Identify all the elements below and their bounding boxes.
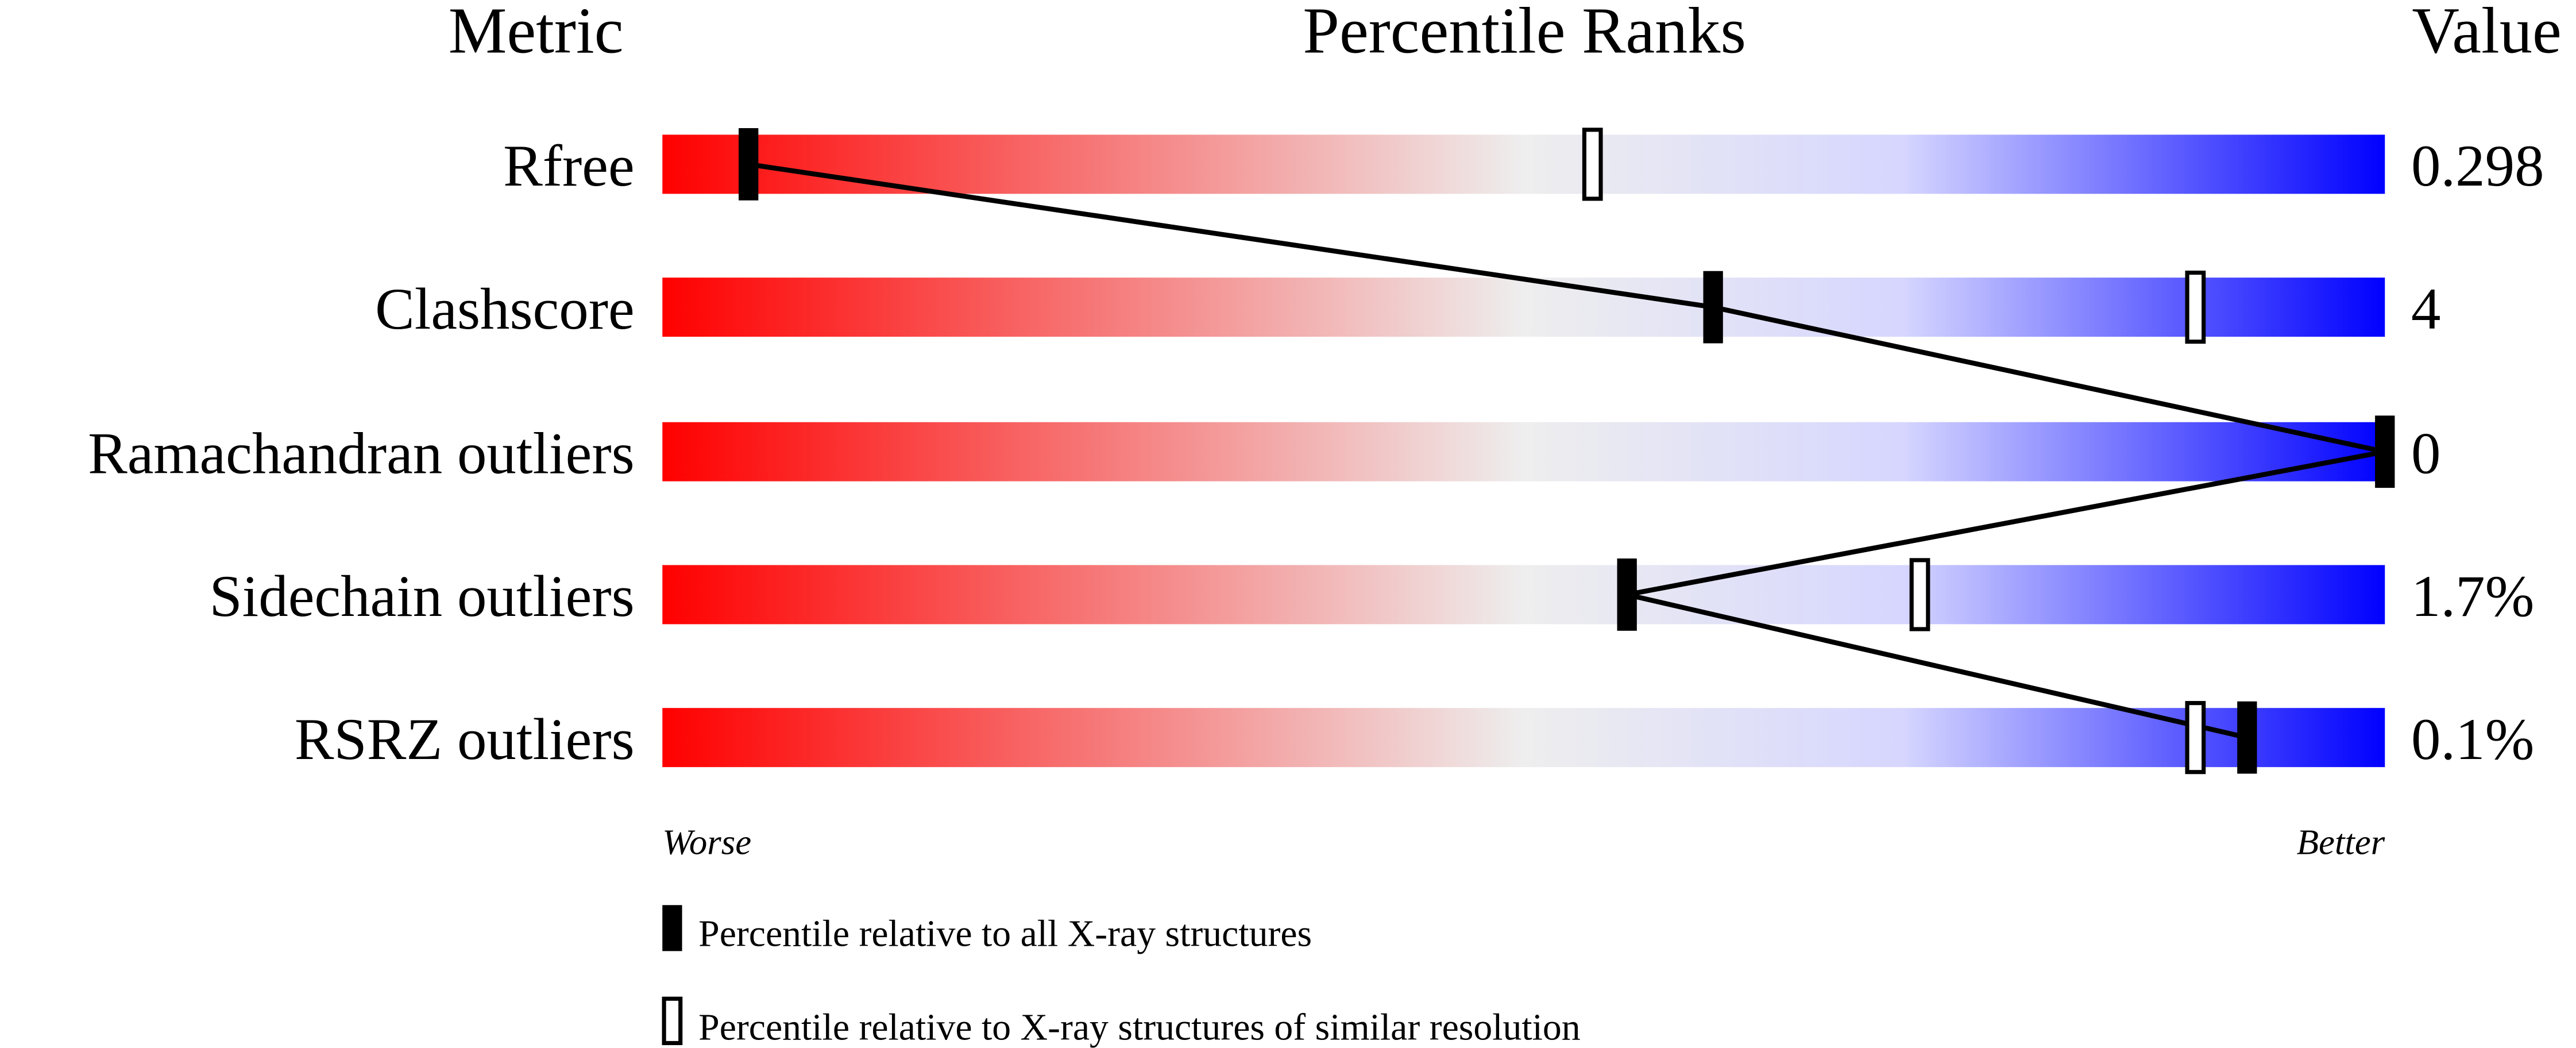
all-structures-percentile-marker	[2375, 415, 2395, 488]
header-value: Value	[2412, 0, 2561, 67]
metric-value: 4	[2411, 276, 2440, 342]
metric-value: 1.7%	[2411, 564, 2534, 629]
all-structures-percentile-marker	[1617, 558, 1637, 631]
metric-value: 0.1%	[2411, 707, 2534, 772]
legend-open-marker-icon	[662, 996, 683, 1045]
similar-resolution-percentile-marker	[2185, 701, 2206, 775]
metric-label: RSRZ outliers	[295, 707, 635, 772]
header-percentile-ranks: Percentile Ranks	[1303, 0, 1746, 67]
metric-value: 0.298	[2411, 133, 2544, 199]
legend-label-all: Percentile relative to all X-ray structu…	[698, 913, 1312, 955]
all-structures-percentile-marker	[2237, 701, 2257, 774]
metric-label: Sidechain outliers	[209, 564, 634, 629]
legend-label-similar: Percentile relative to X-ray structures …	[698, 1007, 1581, 1048]
metric-label: Rfree	[503, 133, 635, 199]
header-metric: Metric	[449, 0, 624, 67]
legend-filled-marker-icon	[662, 905, 682, 951]
all-structures-percentile-marker	[739, 128, 759, 201]
better-label: Better	[2297, 822, 2385, 862]
similar-resolution-percentile-marker	[1909, 558, 1930, 631]
percentile-bar	[662, 422, 2385, 481]
metric-label: Ramachandran outliers	[88, 421, 635, 486]
similar-resolution-percentile-marker	[2185, 271, 2206, 344]
percentile-bar	[662, 278, 2385, 337]
metric-label: Clashscore	[375, 276, 635, 342]
percentile-bar	[662, 134, 2385, 194]
all-structures-percentile-marker	[1703, 271, 1723, 344]
worse-label: Worse	[662, 822, 751, 862]
metric-value: 0	[2411, 421, 2440, 486]
similar-resolution-percentile-marker	[1582, 128, 1603, 201]
percentile-bar	[662, 565, 2385, 625]
percentile-bar	[662, 708, 2385, 768]
